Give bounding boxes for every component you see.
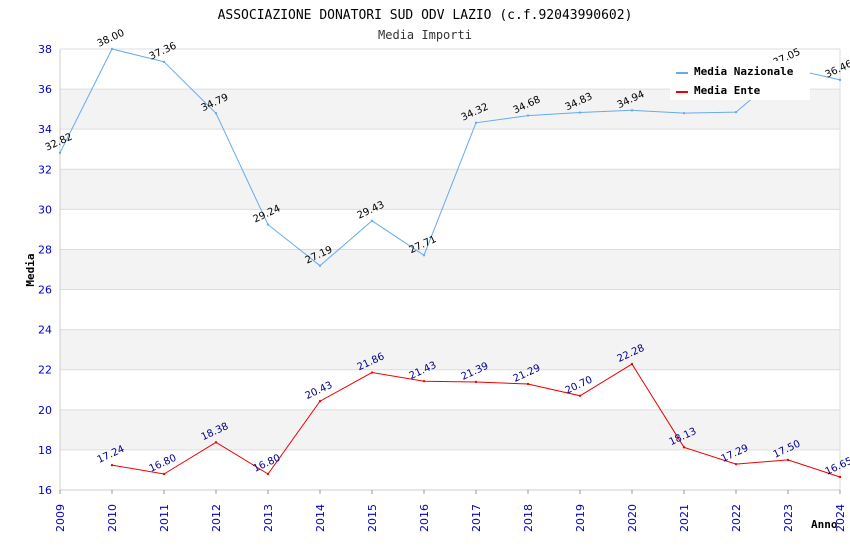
y-tick-label: 16 [38, 484, 52, 497]
chart-title: ASSOCIAZIONE DONATORI SUD ODV LAZIO (c.f… [218, 8, 633, 23]
y-tick-label: 32 [38, 163, 52, 176]
data-point [422, 379, 426, 383]
x-tick-label: 2020 [626, 504, 639, 532]
grid-band [60, 329, 840, 370]
grid-band [60, 249, 840, 290]
data-point [266, 223, 270, 226]
data-point [318, 399, 322, 403]
legend-label-media-ente: Media Ente [694, 84, 761, 97]
x-axis-label: Anno [811, 518, 838, 531]
y-tick-label: 36 [38, 83, 52, 96]
x-tick-label: 2022 [730, 504, 743, 532]
data-point [526, 114, 530, 117]
x-tick-label: 2017 [470, 504, 483, 532]
data-point [110, 463, 114, 467]
data-point [318, 264, 322, 267]
x-tick-label: 2012 [210, 504, 223, 532]
x-tick-label: 2015 [366, 504, 379, 532]
data-point [110, 47, 114, 51]
series-line-0 [59, 48, 841, 267]
x-tick-label: 2016 [418, 504, 431, 532]
data-label: 20.70 [564, 374, 595, 396]
data-label: 37.36 [148, 40, 179, 62]
x-tick-label: 2010 [106, 504, 119, 532]
data-point [682, 446, 686, 449]
series-lines [58, 47, 842, 479]
y-tick-label: 38 [38, 43, 52, 56]
y-tick-label: 30 [38, 203, 52, 216]
y-axis-ticks: 16 18 20 22 24 26 28 30 32 34 36 38 [38, 43, 52, 497]
x-axis-ticks: 2009 2010 2011 2012 2013 2014 2015 2016 2017 2018… [54, 490, 847, 532]
data-point [370, 219, 374, 222]
x-tick-label: 2023 [782, 504, 795, 532]
data-point [162, 472, 166, 476]
data-point [578, 394, 582, 397]
data-label: 36.46 [824, 59, 850, 81]
data-point [266, 472, 270, 476]
data-point [682, 111, 686, 115]
y-tick-label: 18 [38, 444, 52, 457]
grid-lines [59, 48, 841, 491]
chart-subtitle: Media Importi [378, 28, 472, 42]
data-point [162, 60, 166, 64]
x-tick-label: 2011 [158, 504, 171, 532]
data-point [214, 112, 218, 115]
data-point [370, 371, 374, 374]
data-point [526, 382, 530, 386]
y-tick-label: 20 [38, 404, 52, 417]
legend-box [670, 61, 810, 100]
x-tick-label: 2013 [262, 504, 275, 532]
legend-label-media-nazionale: Media Nazionale [694, 65, 794, 78]
y-tick-label: 22 [38, 364, 52, 377]
data-point [422, 254, 426, 257]
y-tick-label: 26 [38, 284, 52, 297]
data-point [58, 151, 62, 155]
data-label: 16.65 [824, 456, 850, 478]
data-point [630, 362, 634, 366]
plot-background [60, 89, 840, 450]
data-point [474, 121, 478, 124]
data-point [786, 458, 790, 462]
data-point [734, 110, 738, 114]
data-label: 20.43 [304, 380, 335, 402]
data-point [474, 380, 478, 384]
data-label: 38.00 [96, 28, 127, 50]
data-point [630, 109, 634, 112]
data-label: 16.80 [148, 453, 179, 475]
x-tick-label: 2024 [834, 504, 847, 532]
data-point [838, 475, 842, 479]
data-point [734, 462, 738, 466]
x-tick-label: 2019 [574, 504, 587, 532]
legend: Media Nazionale Media Ente [670, 61, 810, 100]
x-tick-label: 2014 [314, 504, 327, 532]
x-tick-label: 2009 [54, 504, 67, 532]
data-point [214, 441, 218, 444]
y-axis-label: Media [24, 253, 37, 286]
grid-band [60, 409, 840, 450]
data-label: 16.80 [252, 453, 283, 475]
x-tick-label: 2021 [678, 504, 691, 532]
y-tick-label: 28 [38, 243, 52, 256]
y-tick-label: 34 [38, 123, 52, 136]
x-tick-label: 2018 [522, 504, 535, 532]
data-point [578, 111, 582, 114]
data-point [838, 78, 842, 82]
y-tick-label: 24 [38, 324, 52, 337]
